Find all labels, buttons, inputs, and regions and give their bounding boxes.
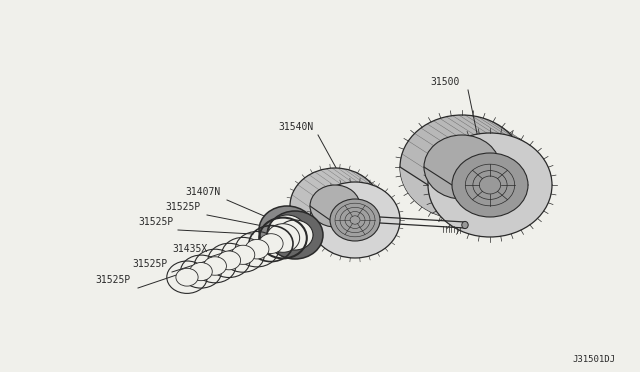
Text: J31501DJ: J31501DJ	[572, 355, 615, 364]
Text: 31525P: 31525P	[165, 202, 200, 212]
Text: 31525P: 31525P	[132, 259, 167, 269]
Ellipse shape	[204, 257, 227, 275]
Ellipse shape	[290, 168, 380, 244]
Ellipse shape	[259, 206, 315, 254]
Ellipse shape	[310, 185, 360, 227]
Text: 31525P: 31525P	[138, 217, 173, 227]
Ellipse shape	[245, 240, 269, 259]
Ellipse shape	[424, 135, 500, 199]
Ellipse shape	[269, 215, 305, 245]
Ellipse shape	[189, 263, 212, 281]
Text: 31555: 31555	[283, 220, 312, 230]
Ellipse shape	[231, 245, 255, 264]
Ellipse shape	[462, 221, 468, 229]
Ellipse shape	[259, 234, 283, 253]
Text: 31435X: 31435X	[172, 244, 207, 254]
Ellipse shape	[218, 251, 241, 270]
Text: 31540N: 31540N	[278, 122, 313, 132]
Ellipse shape	[310, 182, 400, 258]
Polygon shape	[400, 167, 552, 237]
Ellipse shape	[428, 133, 552, 237]
Ellipse shape	[330, 199, 380, 241]
Polygon shape	[290, 206, 400, 258]
Text: 31407N: 31407N	[185, 187, 220, 197]
Ellipse shape	[267, 211, 323, 259]
Text: 31500: 31500	[430, 77, 460, 87]
Ellipse shape	[176, 268, 198, 286]
Ellipse shape	[400, 115, 524, 219]
Text: 31525P: 31525P	[95, 275, 131, 285]
Ellipse shape	[277, 220, 313, 250]
Ellipse shape	[266, 224, 300, 252]
Ellipse shape	[452, 153, 528, 217]
